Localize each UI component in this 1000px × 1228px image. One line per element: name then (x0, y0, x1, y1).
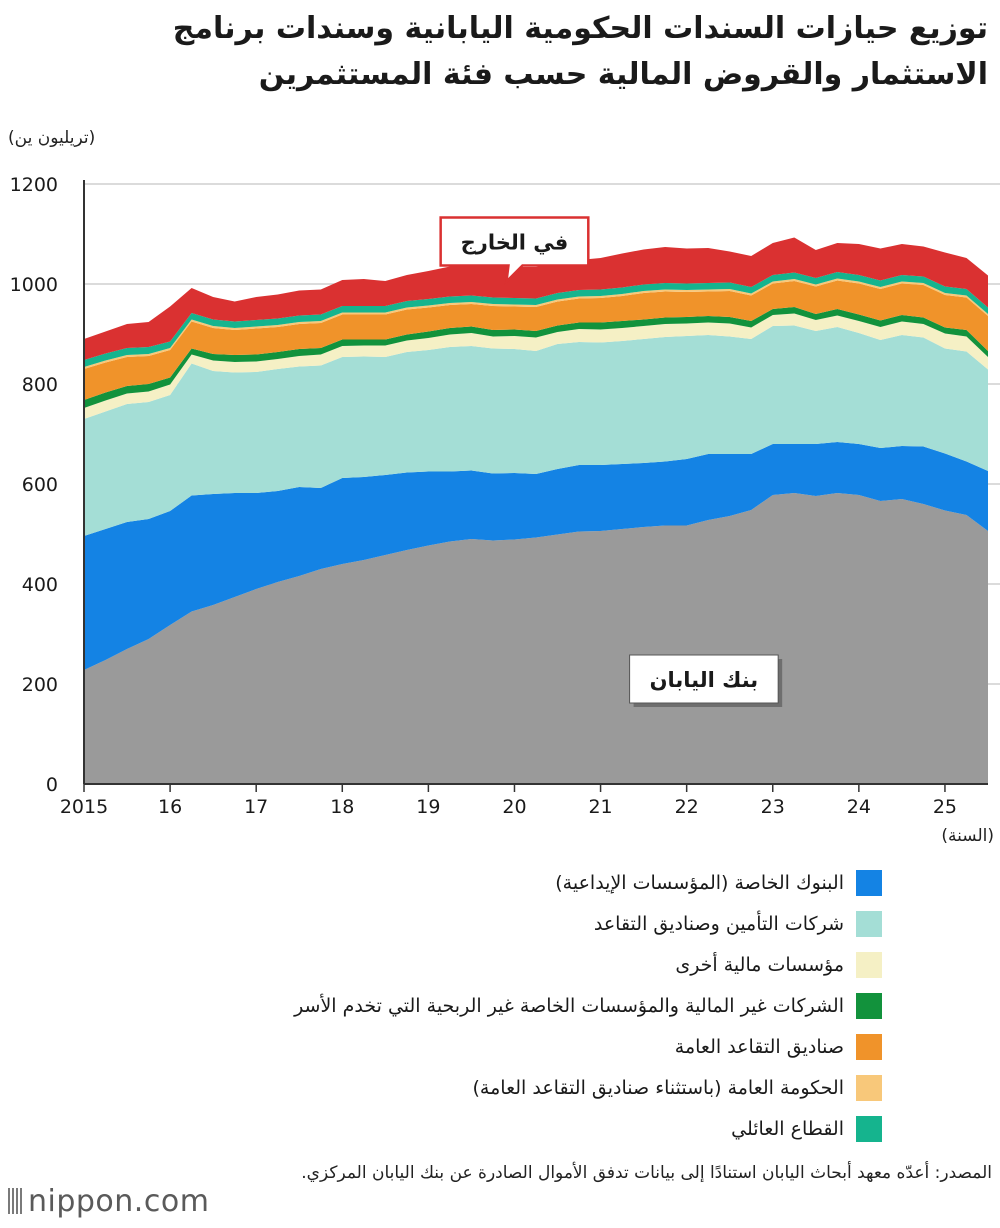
x-tick-label-25: 25 (933, 796, 957, 818)
legend-swatch (856, 951, 882, 978)
legend-swatch (856, 1033, 882, 1060)
legend-item-2: شركات التأمين وصناديق التقاعد (294, 903, 882, 944)
logo-mark-icon (8, 1188, 22, 1214)
area-series-7 (84, 272, 988, 367)
legend-item-7: القطاع العائلي (294, 1108, 882, 1149)
x-unit-label: (السنة) (941, 826, 994, 846)
legend-item-5: صناديق التقاعد العامة (294, 1026, 882, 1067)
annotation-1: في الخارج (439, 216, 590, 285)
area-series-3 (84, 313, 988, 419)
legend-swatch (856, 992, 882, 1019)
legend-label: الشركات غير المالية والمؤسسات الخاصة غير… (294, 994, 844, 1017)
legend-label: البنوك الخاصة (المؤسسات الإيداعية) (555, 871, 844, 894)
label-box (629, 654, 779, 704)
area-series-1 (84, 442, 988, 670)
annotation-label: بنك اليابان (650, 668, 759, 692)
y-tick-label-1200: 1200 (10, 174, 58, 196)
x-tick-label-2015: 2015 (60, 796, 108, 818)
annotations: بنك اليابان في الخارج (439, 216, 783, 707)
annotation-0: بنك اليابان (629, 654, 783, 707)
x-tick-label-17: 17 (244, 796, 268, 818)
legend-item-3: مؤسسات مالية أخرى (294, 944, 882, 985)
axes (83, 180, 988, 785)
chart-title: توزيع حيازات السندات الحكومية اليابانية … (172, 11, 988, 92)
area-series-5 (84, 280, 988, 400)
x-tick-label-21: 21 (588, 796, 612, 818)
legend-label: القطاع العائلي (731, 1117, 844, 1140)
y-tick-label-800: 800 (22, 374, 58, 396)
x-tick-label-18: 18 (330, 796, 354, 818)
area-series-4 (84, 307, 988, 408)
y-tick-label-600: 600 (22, 474, 58, 496)
y-tick-label-0: 0 (46, 774, 58, 796)
area-chart: 0 200 400 600 800 1000 1200 2015 16 17 18 19 20 21 22… (10, 174, 1000, 818)
y-tick-label-200: 200 (22, 674, 58, 696)
legend-label: الحكومة العامة (باستثناء صناديق التقاعد … (472, 1076, 844, 1099)
x-tick-label-24: 24 (847, 796, 871, 818)
x-tick-label-20: 20 (502, 796, 526, 818)
y-tick-label-1000: 1000 (10, 274, 58, 296)
x-tick-label-19: 19 (416, 796, 440, 818)
x-tick-labels: 2015 16 17 18 19 20 21 22 23 24 25 (60, 784, 957, 818)
area-series-2 (84, 325, 988, 536)
nippon-logo: nippon.com (8, 1184, 209, 1219)
y-tick-label-400: 400 (22, 574, 58, 596)
area-series-0 (84, 493, 988, 784)
legend-item-6: الحكومة العامة (باستثناء صناديق التقاعد … (294, 1067, 882, 1108)
legend-label: شركات التأمين وصناديق التقاعد (593, 912, 844, 935)
legend: البنوك الخاصة (المؤسسات الإيداعية) شركات … (294, 862, 882, 1149)
y-tick-labels: 0 200 400 600 800 1000 1200 (10, 174, 58, 796)
x-tick-label-23: 23 (761, 796, 785, 818)
legend-swatch (856, 1074, 882, 1101)
legend-swatch (856, 1115, 882, 1142)
legend-item-4: الشركات غير المالية والمؤسسات الخاصة غير… (294, 985, 882, 1026)
logo-text: nippon.com (28, 1184, 210, 1219)
legend-label: مؤسسات مالية أخرى (675, 953, 844, 976)
legend-item-1: البنوك الخاصة (المؤسسات الإيداعية) (294, 862, 882, 903)
legend-swatch (856, 869, 882, 896)
y-unit-label: (تريليون ين) (8, 128, 96, 148)
callout-box (439, 216, 590, 285)
annotation-label: في الخارج (461, 231, 569, 256)
x-tick-label-22: 22 (675, 796, 699, 818)
x-tick-label-16: 16 (158, 796, 182, 818)
legend-label: صناديق التقاعد العامة (674, 1035, 844, 1058)
area-series-8 (84, 237, 988, 360)
stacked-areas (84, 237, 988, 784)
legend-swatch (856, 910, 882, 937)
source-note: المصدر: أعدّه معهد أبحاث اليابان استنادً… (301, 1163, 992, 1183)
